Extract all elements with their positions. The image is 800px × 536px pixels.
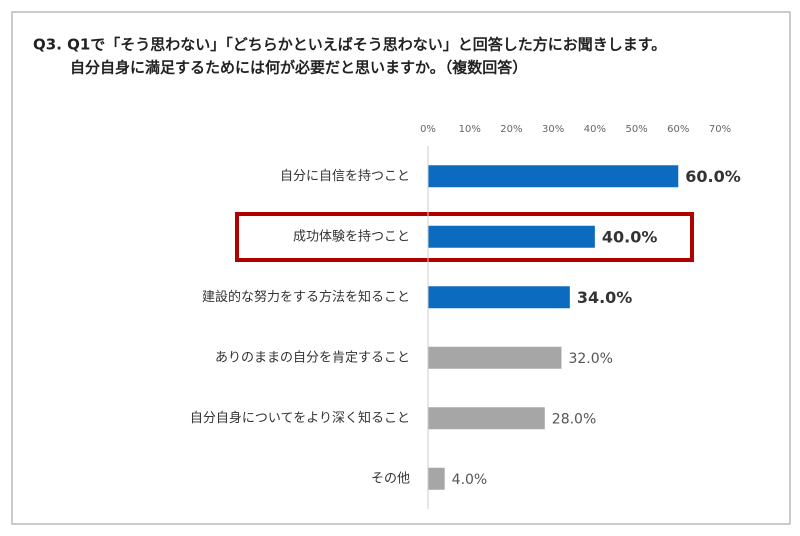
value-label: 40.0% xyxy=(602,227,658,246)
x-tick-label: 0% xyxy=(420,124,436,135)
highlight-box xyxy=(235,212,694,262)
x-tick-label: 30% xyxy=(542,124,564,135)
x-tick-label: 10% xyxy=(459,124,481,135)
value-label: 32.0% xyxy=(568,351,612,367)
chart-title: Q3. Q1で「そう思わない」「どちらかといえばそう思わない」と回答した方にお聞… xyxy=(33,36,666,54)
y-tick-label: 自分自身についてをより深く知ること xyxy=(190,410,410,426)
x-tick-label: 20% xyxy=(500,124,522,135)
value-label: 4.0% xyxy=(452,472,488,488)
x-tick-label: 50% xyxy=(625,124,647,135)
bar xyxy=(428,225,595,248)
bar xyxy=(428,286,570,309)
y-tick-label: 建設的な努力をする方法を知ること xyxy=(202,289,410,305)
x-tick-label: 40% xyxy=(584,124,606,135)
x-tick-label: 70% xyxy=(709,124,731,135)
bar xyxy=(428,407,545,430)
x-tick-label: 60% xyxy=(667,124,689,135)
bar xyxy=(428,346,562,369)
chart-title: 自分自身に満足するためには何が必要だと思いますか。（複数回答） xyxy=(70,59,527,77)
value-label: 28.0% xyxy=(552,411,596,427)
bar xyxy=(428,165,679,188)
y-tick-label: ありのままの自分を肯定すること xyxy=(215,350,410,365)
y-tick-label: 成功体験を持つこと xyxy=(293,229,410,244)
frame xyxy=(11,11,791,525)
y-tick-label: その他 xyxy=(371,471,410,486)
value-label: 60.0% xyxy=(685,167,741,186)
value-label: 34.0% xyxy=(577,288,633,307)
y-tick-label: 自分に自信を持つこと xyxy=(280,169,410,184)
bar xyxy=(428,467,445,490)
